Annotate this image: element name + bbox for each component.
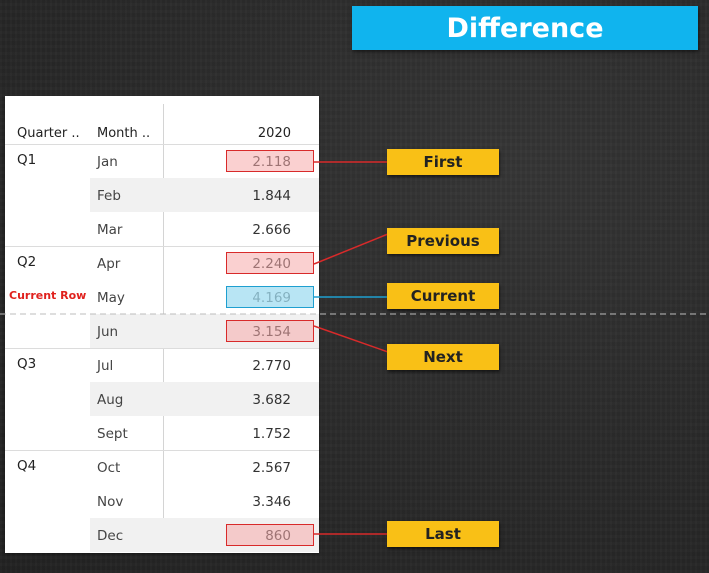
last-callout: Last xyxy=(387,521,499,547)
quarter-cell: Q4 xyxy=(17,458,37,474)
first-value-highlight xyxy=(226,150,314,172)
quarter-cell: Q3 xyxy=(17,356,37,372)
month-cell: Aug xyxy=(97,392,124,408)
quarter-cell: Q2 xyxy=(17,254,37,270)
month-cell: Apr xyxy=(97,256,121,272)
month-cell: Jan xyxy=(97,154,118,170)
current-callout: Current xyxy=(387,283,499,309)
header-month[interactable]: Month .. xyxy=(97,126,151,141)
value-cell: 2.666 xyxy=(252,222,291,238)
header-quarter[interactable]: Quarter .. xyxy=(17,126,80,141)
title-banner: Difference xyxy=(352,6,698,50)
table-row: Mar 2.666 xyxy=(5,212,319,246)
value-cell: 2.770 xyxy=(252,358,291,374)
value-cell: 2.567 xyxy=(252,460,291,476)
table-row: Q4 Oct 2.567 xyxy=(5,450,319,484)
month-cell: Jun xyxy=(97,324,119,340)
current-value-highlight xyxy=(226,286,314,308)
header-year[interactable]: 2020 xyxy=(257,126,291,141)
month-cell: Oct xyxy=(97,460,121,476)
last-value-highlight xyxy=(226,524,314,546)
month-cell: Dec xyxy=(97,528,124,544)
table-header: Quarter .. Month .. 2020 xyxy=(5,120,319,144)
quarter-cell: Q1 xyxy=(17,152,37,168)
table-row: Q3 Jul 2.770 xyxy=(5,348,319,382)
month-cell: Mar xyxy=(97,222,123,238)
month-cell: Sept xyxy=(97,426,128,442)
next-value-highlight xyxy=(226,320,314,342)
value-cell: 3.346 xyxy=(252,494,291,510)
month-cell: Jul xyxy=(97,358,114,374)
current-row-label: Current Row xyxy=(9,289,87,302)
value-cell: 1.844 xyxy=(252,188,291,204)
first-callout: First xyxy=(387,149,499,175)
table-row: Nov 3.346 xyxy=(5,484,319,518)
next-callout: Next xyxy=(387,344,499,370)
table-row: Dec 860 xyxy=(5,518,319,552)
table-row: Feb 1.844 xyxy=(5,178,319,212)
month-cell: Nov xyxy=(97,494,124,510)
month-cell: Feb xyxy=(97,188,121,204)
value-cell: 1.752 xyxy=(252,426,291,442)
table-row: Aug 3.682 xyxy=(5,382,319,416)
previous-connector xyxy=(313,233,389,265)
table-row: Sept 1.752 xyxy=(5,416,319,450)
value-cell: 3.682 xyxy=(252,392,291,408)
previous-callout: Previous xyxy=(387,228,499,254)
next-connector xyxy=(313,325,389,353)
month-cell: May xyxy=(97,290,125,306)
previous-value-highlight xyxy=(226,252,314,274)
